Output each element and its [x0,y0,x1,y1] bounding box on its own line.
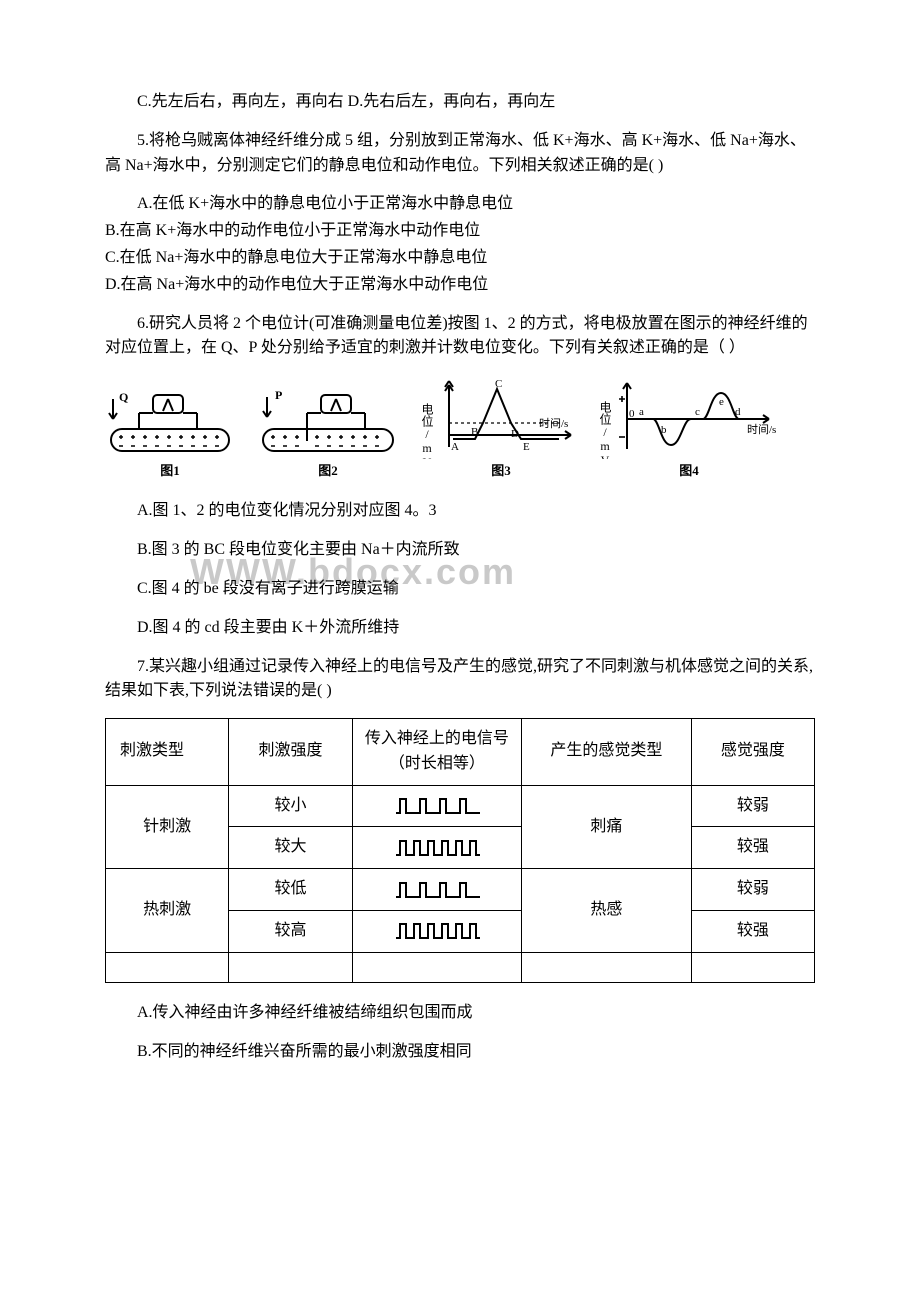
table-row: 针刺激 较小 刺痛 较弱 [106,785,815,827]
q6-option-d: D.图 4 的 cd 段主要由 K＋外流所维持 [105,616,815,641]
table-header: 刺激强度 [229,719,352,786]
svg-text:电位/mV: 电位/mV [599,401,612,459]
figure-4: 电位/mV 0 时间/s a b c d e 图4 [599,375,779,481]
signal-sparse [352,785,522,827]
table-header: 刺激类型 [106,719,229,786]
table-cell: 热刺激 [106,869,229,953]
table-cell: 刺痛 [522,785,692,869]
figure-1-label: 图1 [160,461,180,481]
svg-text:Q: Q [119,390,128,404]
svg-text:b: b [661,424,667,436]
q7-table: 刺激类型 刺激强度 传入神经上的电信号（时长相等） 产生的感觉类型 感觉强度 针… [105,718,815,983]
figure-2: P 图2 [253,389,403,481]
svg-text:P: P [275,389,282,402]
q5-stem: 5.将枪乌贼离体神经纤维分成 5 组，分别放到正常海水、低 K+海水、高 K+海… [105,129,815,179]
q6-figure-row: Q 图1 [105,375,815,481]
document-page: C.先左后右，再向左，再向右 D.先右后左，再向右，再向左 5.将枪乌贼离体神经… [0,0,920,1138]
table-header: 感觉强度 [691,719,814,786]
table-cell: 较强 [691,911,814,953]
q7-option-b: B.不同的神经纤维兴奋所需的最小刺激强度相同 [105,1040,815,1065]
figure-2-label: 图2 [318,461,338,481]
figure-3: 电位/mV 时间/s A B C D E 图3 [421,375,581,481]
table-cell: 较低 [229,869,352,911]
svg-text:C: C [495,378,502,390]
q5-option-a: A.在低 K+海水中的静息电位小于正常海水中静息电位 [105,192,815,217]
signal-dense [352,827,522,869]
table-cell: 较弱 [691,785,814,827]
q6-option-b: B.图 3 的 BC 段电位变化主要由 Na＋内流所致 [105,538,815,563]
svg-text:c: c [695,406,700,418]
table-cell: 较弱 [691,869,814,911]
table-header: 传入神经上的电信号（时长相等） [352,719,522,786]
svg-text:B: B [471,426,478,438]
q5-option-b: B.在高 K+海水中的动作电位小于正常海水中动作电位 [105,219,815,244]
q7-option-a: A.传入神经由许多神经纤维被结缔组织包围而成 [105,1001,815,1026]
table-cell: 较高 [229,911,352,953]
figure-1: Q 图1 [105,389,235,481]
svg-text:0: 0 [629,408,635,420]
signal-dense [352,911,522,953]
svg-text:e: e [719,396,724,408]
svg-text:a: a [639,406,644,418]
table-row-empty [106,952,815,982]
figure-4-label: 图4 [679,461,699,481]
q6-option-a: A.图 1、2 的电位变化情况分别对应图 4。3 [105,499,815,524]
q6-stem: 6.研究人员将 2 个电位计(可准确测量电位差)按图 1、2 的方式，将电极放置… [105,312,815,362]
q5-option-c: C.在低 Na+海水中的静息电位大于正常海水中静息电位 [105,246,815,271]
table-cell: 针刺激 [106,785,229,869]
table-cell: 较小 [229,785,352,827]
svg-text:D: D [511,428,519,440]
svg-text:电位/mV: 电位/mV [421,403,434,459]
table-row: 热刺激 较低 热感 较弱 [106,869,815,911]
q7-stem: 7.某兴趣小组通过记录传入神经上的电信号及产生的感觉,研究了不同刺激与机体感觉之… [105,655,815,705]
q5-option-d: D.在高 Na+海水中的动作电位大于正常海水中动作电位 [105,273,815,298]
table-header-row: 刺激类型 刺激强度 传入神经上的电信号（时长相等） 产生的感觉类型 感觉强度 [106,719,815,786]
table-cell: 较大 [229,827,352,869]
signal-sparse [352,869,522,911]
svg-text:A: A [451,441,459,453]
svg-text:时间/s: 时间/s [747,423,776,436]
svg-text:d: d [735,406,741,418]
table-header: 产生的感觉类型 [522,719,692,786]
figure-3-label: 图3 [491,461,511,481]
svg-text:E: E [523,441,530,453]
svg-text:时间/s: 时间/s [539,417,568,430]
table-cell: 较强 [691,827,814,869]
table-cell: 热感 [522,869,692,953]
q6-option-c: C.图 4 的 be 段没有离子进行跨膜运输 [105,577,815,602]
q4-options-cd: C.先左后右，再向左，再向右 D.先右后左，再向右，再向左 [105,90,815,115]
